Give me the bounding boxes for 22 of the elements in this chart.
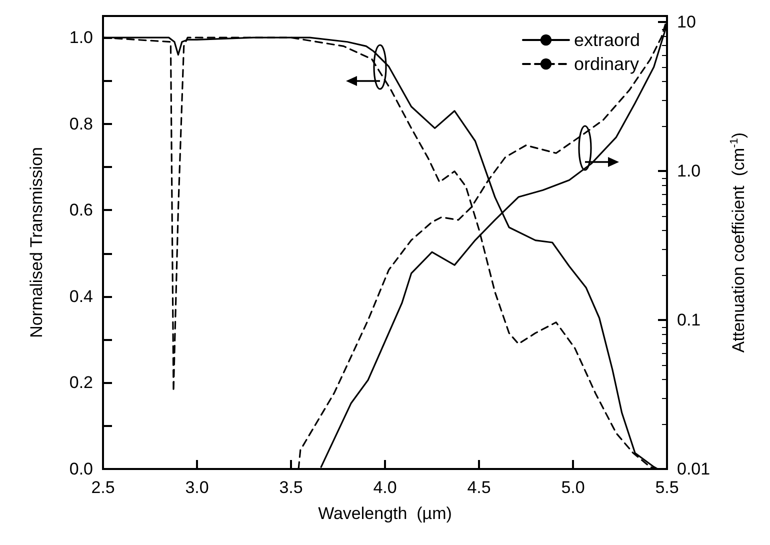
y-tick-label: 0.2 — [69, 373, 93, 392]
y-tick-label: 0.4 — [69, 286, 93, 306]
y-tick-label: 0.8 — [69, 114, 93, 134]
y2-axis-title: Attenuation coefficient (cm-1) — [728, 132, 748, 353]
x-tick-label: 5.5 — [655, 478, 679, 497]
legend-label: extraord — [574, 30, 640, 50]
y-tick-label: 0.0 — [69, 460, 93, 478]
y-axis-title: Normalised Transmission — [27, 147, 46, 338]
x-tick-label: 4.0 — [373, 478, 397, 497]
x-tick-label: 5.0 — [561, 478, 585, 497]
x-tick-label: 3.0 — [185, 478, 209, 497]
x-tick-label: 2.5 — [91, 478, 115, 497]
y-tick-label: 1.0 — [69, 28, 93, 48]
y2-tick-label: 0.01 — [677, 460, 710, 478]
y2-tick-label: 10 — [677, 12, 696, 32]
x-tick-label: 4.5 — [467, 478, 491, 497]
y2-tick-label: 0.1 — [677, 310, 701, 330]
x-tick-label: 3.5 — [279, 478, 303, 497]
legend-label: ordinary — [574, 54, 639, 74]
y-tick-label: 0.6 — [69, 200, 93, 220]
y2-tick-label: 1.0 — [677, 162, 701, 181]
x-axis-title: Wavelength (µm) — [318, 504, 452, 523]
